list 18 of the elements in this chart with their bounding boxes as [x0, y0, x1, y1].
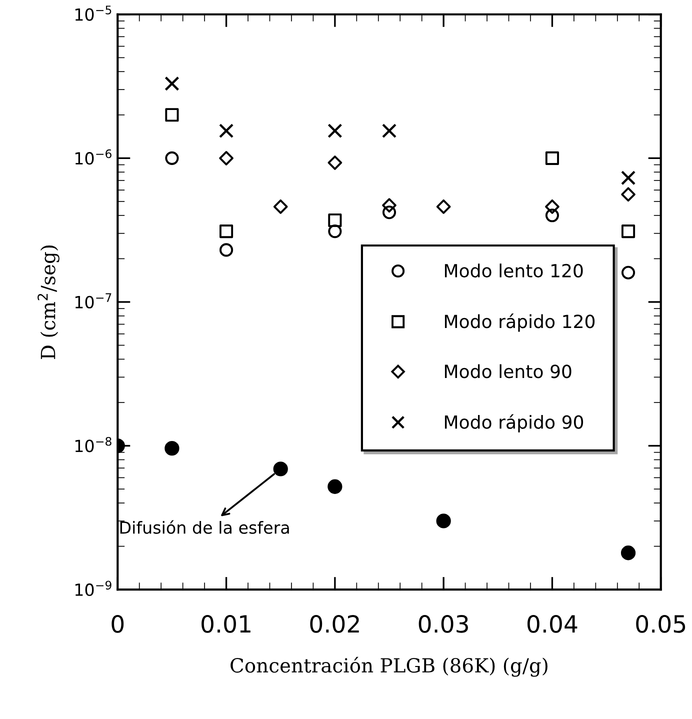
x-tick-label: 0.01 [202, 614, 250, 633]
x-tick-label: 0.03 [418, 614, 468, 633]
legend-label: Modo lento 90 [444, 364, 572, 378]
x-tick-label: 0 [112, 614, 124, 633]
x-tick-label: 0.05 [636, 614, 686, 633]
legend-label: Modo rápido 120 [444, 314, 595, 332]
y-tick-label: 10$^{−8}$ [75, 436, 112, 452]
y-tick-label: 10$^{−9}$ [75, 580, 112, 596]
legend-label: Modo lento 120 [444, 264, 583, 278]
y-tick-label: 10$^{−6}$ [75, 149, 112, 165]
y-axis-title: D (cm$^{2}$/seg) [38, 246, 60, 360]
annotation: Difusión de la esfera [120, 520, 289, 534]
x-tick-label: 0.02 [310, 614, 359, 633]
legend-label: Modo rápido 90 [444, 414, 584, 432]
x-tick-label: 0.04 [527, 614, 578, 633]
y-tick-label: 10$^{−7}$ [75, 293, 112, 308]
x-axis-title: Concentración PLGB (86K) (g/g) [230, 656, 548, 677]
y-tick-label: 10$^{−5}$ [75, 6, 112, 21]
